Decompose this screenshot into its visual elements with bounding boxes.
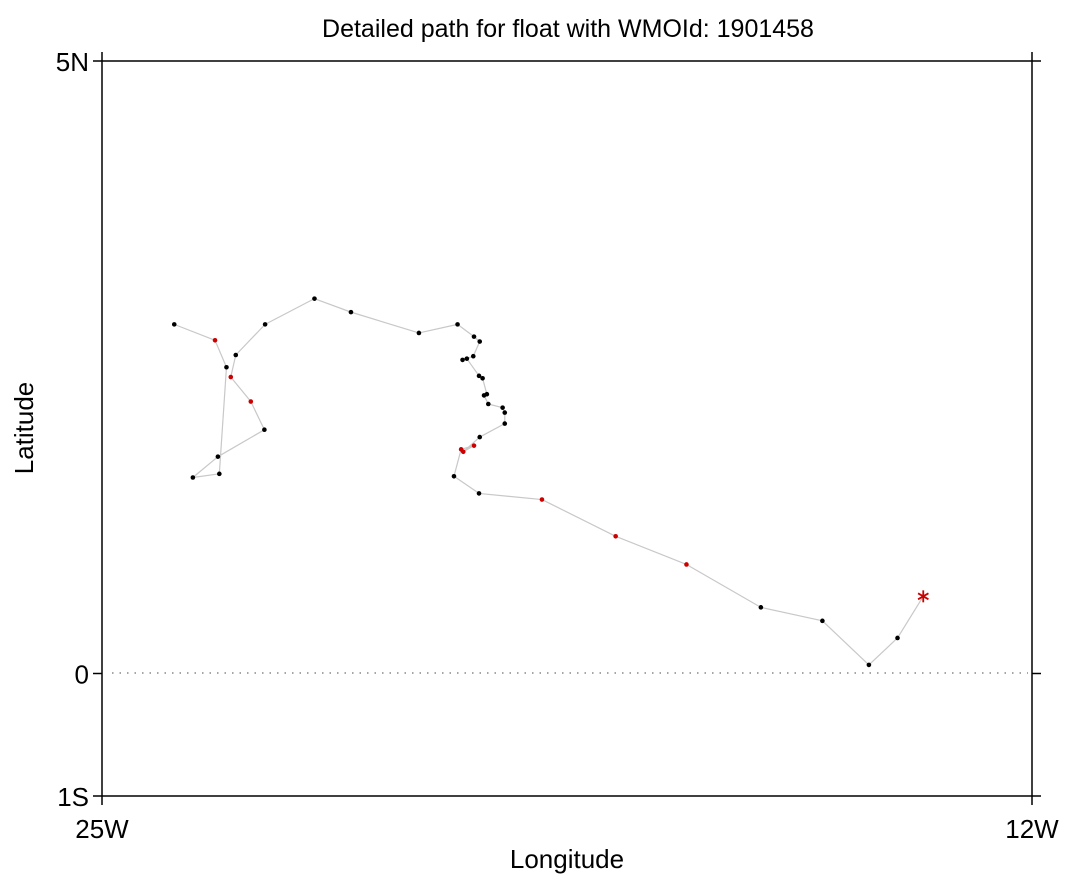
profile-point [416,330,422,336]
path-segment [350,311,420,334]
y-tick-group: 5N 0 1S [56,47,1041,812]
profile-point [451,473,457,479]
profile-point [190,475,196,480]
profile-point [866,662,872,668]
path-segment [488,403,503,409]
y-tick-label: 5N [56,47,89,77]
profile-point [262,427,267,433]
profile-point [480,375,485,381]
path-segment [230,376,252,402]
profile-point [758,605,764,610]
profile-point [455,322,460,327]
path-line-group [174,298,924,666]
profile-point [312,296,317,301]
profile-point [348,309,354,315]
y-tick-label: 1S [57,782,89,812]
path-segment [453,475,480,494]
profile-point [484,391,490,397]
path-segment [472,341,481,357]
x-tick-label: 25W [75,814,129,844]
path-segment [217,429,265,458]
highlight-point [539,497,545,502]
profile-point [477,339,483,344]
path-segment [218,367,228,474]
path-segment [482,378,488,395]
profile-point [476,373,482,379]
path-segment [760,606,823,622]
profile-point [233,352,239,358]
path-segment [541,499,616,537]
plot-frame [101,60,1033,797]
profile-point [262,322,268,327]
path-segment [466,358,480,377]
path-segment [615,535,687,566]
path-segment [479,423,506,438]
path-segment [896,596,924,639]
highlight-point [212,338,218,343]
path-points-group [171,296,900,668]
path-segment [192,473,220,479]
highlight-point [228,374,234,380]
start-marker [917,590,929,603]
path-segment [250,401,265,430]
highlight-point [471,443,477,448]
path-segment [418,323,458,334]
profile-point [502,410,508,415]
highlight-point [460,449,466,455]
chart-title: Detailed path for float with WMOId: 1901… [322,15,814,43]
x-axis-label: Longitude [510,844,624,874]
path-segment [214,340,228,368]
highlight-point [248,399,254,404]
path-segment [230,354,237,378]
profile-point [820,618,825,624]
profile-point [486,401,491,407]
profile-point [476,491,482,496]
highlight-point [613,534,618,539]
path-segment [314,298,352,313]
profile-point [224,364,229,370]
profile-point [500,405,505,410]
path-segment [457,323,475,338]
path-segment [264,298,315,325]
path-segment [174,323,216,341]
x-tick-group: 25W 12W [75,52,1059,844]
path-segment [868,637,898,666]
profile-point [217,471,222,477]
profile-point [464,356,470,361]
path-segment [478,492,543,501]
profile-point [502,421,508,426]
start-marker-stroke [917,592,929,601]
path-segment [192,456,219,478]
path-segment [453,449,462,477]
profile-point [895,635,900,641]
path-segment [462,436,481,453]
profile-point [477,434,483,440]
x-tick-label: 12W [1005,814,1059,844]
profile-point [460,357,465,363]
y-tick-label: 0 [75,660,89,690]
path-segment [686,563,762,608]
profile-point [171,322,177,327]
highlight-point [684,562,689,567]
path-segment [235,323,266,356]
profile-point [470,353,476,359]
profile-point [471,334,477,339]
path-segment [821,620,870,666]
y-axis-label: Latitude [9,382,39,475]
profile-point [215,454,221,459]
